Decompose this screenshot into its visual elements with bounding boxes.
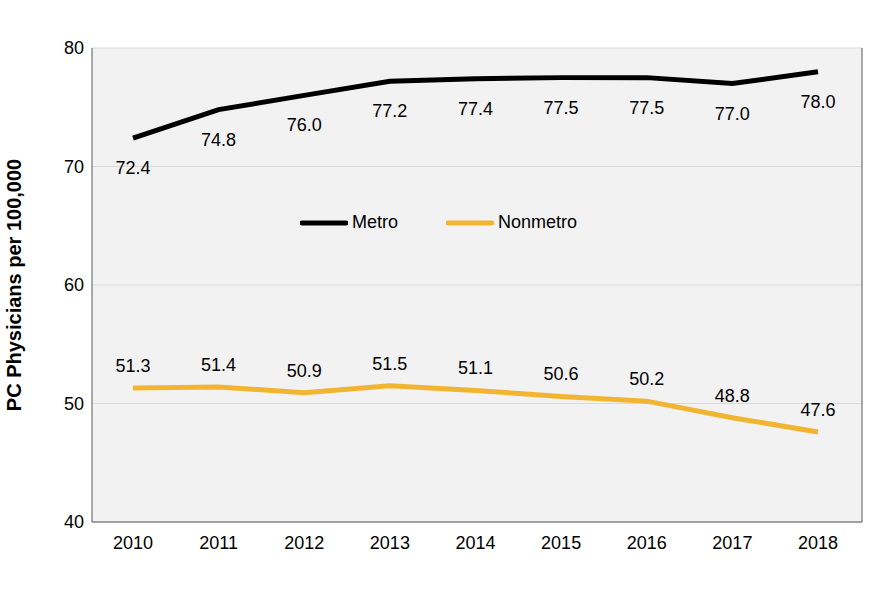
svg-text:2013: 2013 [370,533,410,553]
svg-text:51.5: 51.5 [372,354,407,374]
svg-text:60: 60 [64,275,84,295]
svg-text:50.9: 50.9 [287,361,322,381]
svg-text:76.0: 76.0 [287,115,322,135]
svg-text:50.2: 50.2 [629,369,664,389]
svg-text:2018: 2018 [798,533,838,553]
svg-text:2012: 2012 [284,533,324,553]
html-text:Metro: Metro [352,212,398,232]
svg-text:77.5: 77.5 [544,98,579,118]
svg-text:78.0: 78.0 [800,92,835,112]
svg-text:77.4: 77.4 [458,99,493,119]
svg-text:2014: 2014 [455,533,495,553]
svg-text:80: 80 [64,38,84,58]
svg-text:51.4: 51.4 [201,355,236,375]
svg-text:70: 70 [64,157,84,177]
svg-text:2011: 2011 [199,533,238,553]
svg-text:40: 40 [64,512,84,532]
svg-text:2015: 2015 [541,533,581,553]
svg-text:47.6: 47.6 [800,400,835,420]
svg-text:PC Physicians per 100,000: PC Physicians per 100,000 [8,159,25,411]
svg-text:51.1: 51.1 [458,358,493,378]
svg-text:77.5: 77.5 [629,98,664,118]
svg-text:77.0: 77.0 [715,104,750,124]
svg-text:50.6: 50.6 [544,364,579,384]
svg-text:50: 50 [64,394,84,414]
html-text:Nonmetro: Nonmetro [498,212,577,232]
svg-text:2010: 2010 [113,533,153,553]
svg-text:51.3: 51.3 [115,356,150,376]
svg-text:2017: 2017 [712,533,752,553]
svg-text:74.8: 74.8 [201,130,236,150]
svg-text:77.2: 77.2 [372,101,407,121]
svg-text:2016: 2016 [627,533,667,553]
svg-text:72.4: 72.4 [115,158,150,178]
svg-text:48.8: 48.8 [715,386,750,406]
